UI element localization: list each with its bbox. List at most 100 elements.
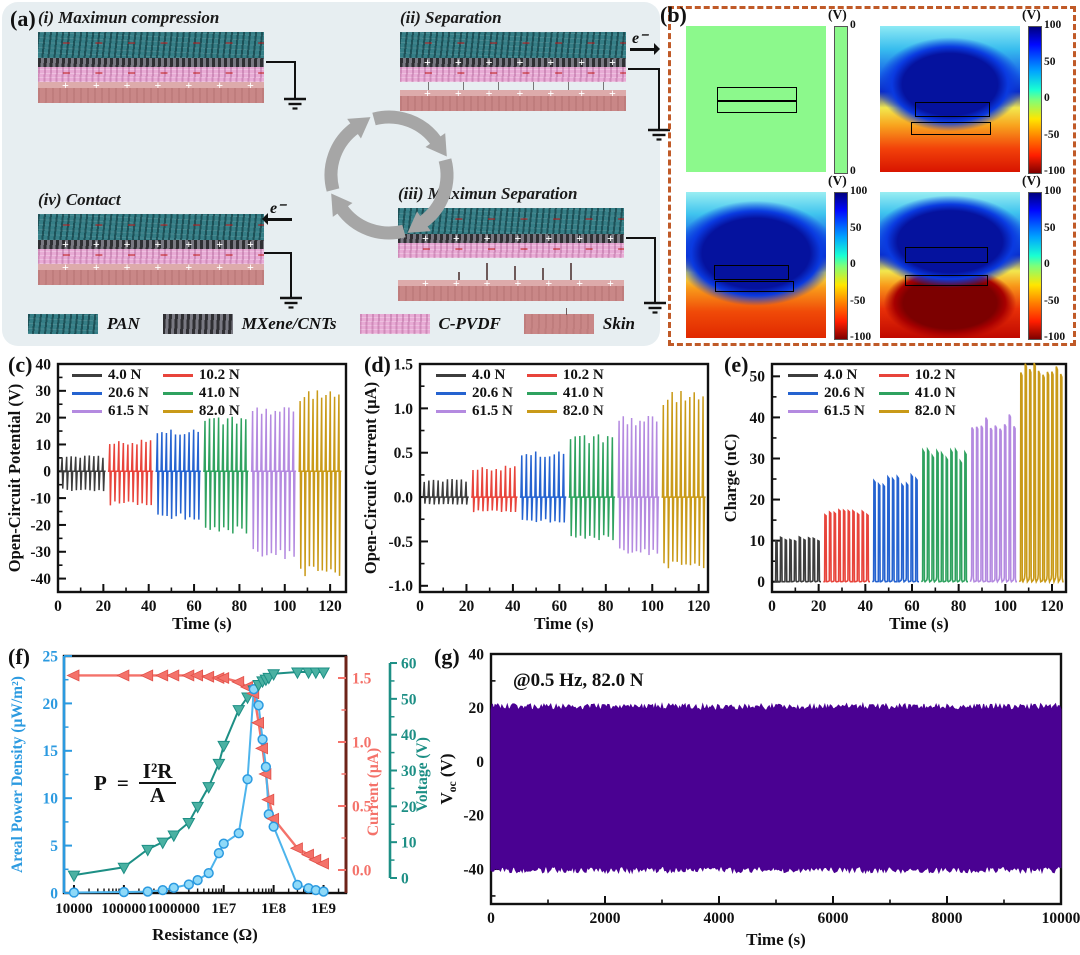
charge-row: +++++++: [424, 56, 626, 68]
ground-icon: [644, 301, 666, 314]
electron-label: e⁻: [632, 30, 648, 47]
charge-row: −−−−−−−: [62, 219, 264, 234]
legend-item: 61.5 N: [788, 403, 865, 420]
formula-numerator: I²R: [138, 760, 177, 785]
svg-text:50: 50: [401, 691, 417, 708]
skin-hair: [514, 265, 516, 280]
colorbar-tick: -100: [1044, 165, 1066, 177]
charge-row: −−−−−−−: [424, 67, 626, 82]
gap-line: [463, 82, 464, 90]
simulation-image-1: [686, 26, 826, 172]
legend-label: 61.5 N: [824, 403, 865, 419]
svg-text:20: 20: [43, 696, 59, 713]
gap-line: [498, 82, 499, 90]
material-stack: −−−−−−−+++++++−−−−−−−+++++++: [400, 32, 626, 111]
legend-item: 41.0 N: [162, 385, 240, 402]
legend-line-swatch: [526, 392, 557, 395]
stage-iii: (iii) Maximun Separation−−−−−−−+++++++−−…: [398, 184, 666, 314]
ground-icon: [284, 97, 306, 110]
panel-f-power-density: (f) 10000 100000 1000000 1E7 1E8 1E9 Resistanc…: [6, 642, 432, 953]
legend-label: 10.2 N: [562, 367, 604, 383]
cycle-arrows-icon: [324, 110, 454, 240]
svg-text:0.0: 0.0: [394, 489, 414, 506]
stage-iv: (iv) Contact−−−−−−−+++++++−−−−−−−+++++++…: [38, 190, 302, 309]
skin-hair: [458, 271, 460, 280]
legend-item: 4.0 N: [72, 367, 149, 384]
svg-text:30: 30: [750, 451, 766, 468]
material-label: PAN: [107, 314, 140, 333]
svg-text:Open-Circuit Current (µA): Open-Circuit Current (µA): [362, 382, 380, 574]
legend-label: 41.0 N: [914, 385, 956, 401]
electrode-outline: [910, 122, 992, 135]
svg-text:0.0: 0.0: [352, 862, 372, 879]
colorbar-tick: -50: [850, 294, 866, 307]
svg-text:6000: 6000: [818, 910, 849, 927]
simulation-image-3: [686, 192, 826, 338]
legend-c: 4.0 N 10.2 N 20.6 N 41.0 N 61.5 N 82.0 N: [72, 367, 240, 420]
colorbar-tick: 100: [850, 185, 868, 197]
svg-text:1.5: 1.5: [394, 356, 414, 373]
panel-g-durability: (g) 0 2000 4000 6000 8000 10000 -40 -20 0 20 40 Tim…: [434, 642, 1080, 953]
legend-line-swatch: [162, 410, 193, 413]
legend-label: 20.6 N: [108, 385, 149, 401]
colorbar: [834, 26, 848, 174]
colorbar-ticks: 100 50 0 -50 -100: [1044, 185, 1078, 342]
panel-letter-a: (a): [10, 6, 36, 31]
material-legend: PAN MXene/CNTs C-PVDF Skin: [28, 308, 649, 334]
svg-text:Time (s): Time (s): [172, 614, 232, 633]
svg-text:-20: -20: [30, 517, 51, 534]
material-label: Skin: [602, 314, 636, 333]
svg-text:20: 20: [96, 598, 112, 615]
gap-line: [568, 82, 569, 90]
charge-row: −−−−−−−: [62, 37, 264, 52]
panel-b-potential-simulation: (b) (V) 0 0 (V) 100 50 0 -50 -100 (V) 100 50 0 -50 -10…: [660, 2, 1078, 348]
legend-label: 41.0 N: [562, 385, 604, 401]
legend-label: 61.5 N: [108, 403, 149, 419]
svg-text:1E8: 1E8: [261, 901, 286, 917]
svg-text:15: 15: [43, 743, 59, 760]
panel-c-open-circuit-potential: (c) 0 20 40 60 80 100 120 -40 -30 -20 -10 0 10 20 30 40…: [5, 352, 358, 640]
material-stack: −−−−−−−+++++++−−−−−−−+++++++: [398, 208, 624, 301]
stage-label-ii: (ii) Separation: [400, 8, 502, 27]
annotation-frequency-force: @0.5 Hz, 82.0 N: [513, 670, 644, 691]
svg-text:10000: 10000: [55, 901, 93, 917]
legend-item: 82.0 N: [526, 403, 604, 420]
svg-text:10: 10: [750, 533, 766, 550]
colorbar-tick: 50: [1044, 55, 1056, 68]
svg-text:1.0: 1.0: [352, 734, 372, 751]
material-stack: −−−−−−−+++++++−−−−−−−+++++++: [38, 214, 264, 285]
electron-label: e⁻: [270, 200, 286, 217]
legend-line-swatch: [788, 374, 818, 377]
legend-label: 82.0 N: [914, 403, 956, 419]
svg-text:1.0: 1.0: [394, 401, 414, 418]
svg-text:-10: -10: [30, 491, 51, 508]
svg-text:1E9: 1E9: [311, 901, 336, 917]
colorbar-tick: 0: [850, 19, 856, 31]
svg-text:20: 20: [459, 598, 475, 615]
colorbar-tick: 0: [1044, 92, 1050, 104]
layer-mxene-cnts: +++++++: [400, 56, 626, 68]
separation-gap: [398, 258, 624, 280]
ground-icon: [648, 128, 670, 141]
svg-text:100000: 100000: [101, 901, 146, 917]
panel-letter-g: (g): [434, 644, 460, 669]
svg-text:5: 5: [50, 838, 58, 855]
wire-to-ground: [266, 61, 296, 99]
colorbar-unit-label: (V): [828, 173, 847, 188]
svg-text:50: 50: [750, 369, 766, 386]
layer-skin: [38, 270, 264, 285]
layer-c-pvdf: −−−−−−−: [400, 67, 626, 82]
svg-text:40: 40: [858, 598, 874, 615]
svg-text:0: 0: [54, 598, 62, 615]
material-swatch-pan: [28, 314, 98, 334]
layer-pan: −−−−−−−: [38, 32, 264, 58]
legend-item: 41.0 N: [526, 385, 604, 402]
legend-line-swatch: [72, 374, 102, 377]
legend-item: 41.0 N: [878, 385, 956, 402]
charge-row: −−−−−−−: [424, 37, 626, 52]
simulation-dashed-border: [668, 6, 1076, 346]
simulation-image-2: [880, 26, 1020, 172]
legend-item: 4.0 N: [788, 367, 865, 384]
chart-g-canvas: 0 2000 4000 6000 8000 10000 -40 -20 0 20 40 Time (s…: [437, 646, 1080, 949]
